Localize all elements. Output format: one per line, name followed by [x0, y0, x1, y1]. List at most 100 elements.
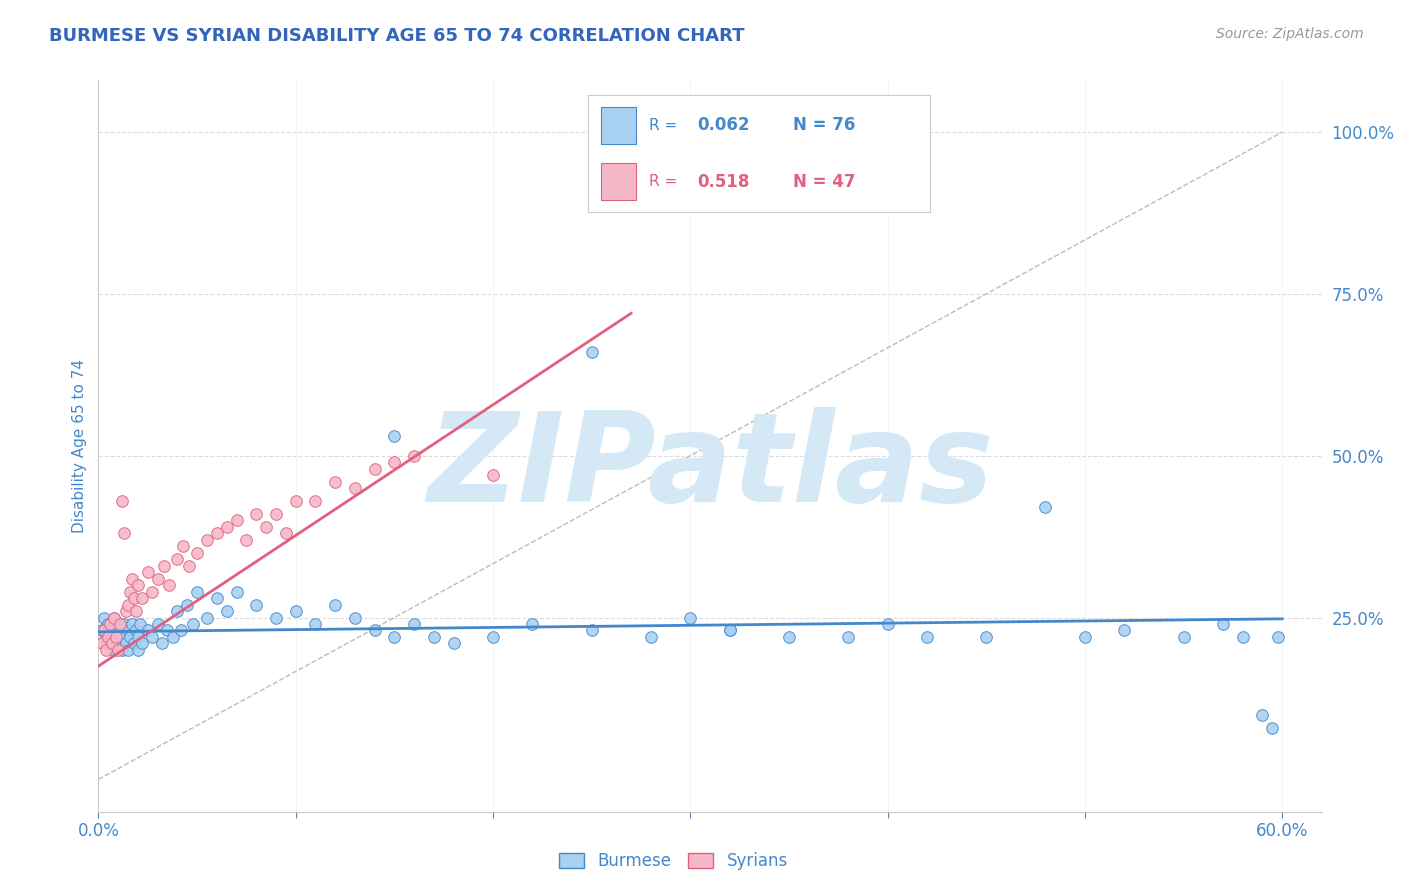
- Point: [225, 584, 247, 599]
- Point: [382, 630, 405, 644]
- Point: [141, 584, 163, 599]
- Point: [93, 624, 115, 638]
- Point: [103, 610, 125, 624]
- Point: [96, 643, 118, 657]
- Point: [131, 591, 153, 606]
- Point: [482, 630, 505, 644]
- Point: [117, 643, 139, 657]
- Point: [974, 630, 997, 644]
- Point: [443, 636, 465, 650]
- Text: ZIPatlas: ZIPatlas: [427, 408, 993, 528]
- Point: [107, 636, 129, 650]
- Text: BURMESE VS SYRIAN DISABILITY AGE 65 TO 74 CORRELATION CHART: BURMESE VS SYRIAN DISABILITY AGE 65 TO 7…: [49, 27, 745, 45]
- Point: [264, 507, 287, 521]
- Point: [205, 526, 228, 541]
- Point: [107, 643, 129, 657]
- Point: [215, 604, 238, 618]
- Point: [404, 449, 426, 463]
- Point: [382, 429, 405, 443]
- Point: [284, 494, 307, 508]
- Point: [150, 636, 173, 650]
- Point: [778, 630, 800, 644]
- Point: [93, 610, 115, 624]
- Point: [1251, 707, 1274, 722]
- Point: [404, 617, 426, 632]
- Point: [105, 624, 128, 638]
- Point: [876, 617, 898, 632]
- Point: [125, 604, 148, 618]
- Point: [115, 604, 138, 618]
- Point: [186, 546, 208, 560]
- Point: [117, 598, 139, 612]
- Point: [91, 636, 114, 650]
- Point: [323, 475, 346, 489]
- Point: [186, 584, 208, 599]
- Point: [103, 610, 125, 624]
- Point: [146, 572, 169, 586]
- Point: [111, 630, 134, 644]
- Point: [107, 617, 129, 632]
- Point: [837, 630, 859, 644]
- Point: [581, 624, 603, 638]
- Point: [103, 643, 125, 657]
- Point: [131, 636, 153, 650]
- Point: [1173, 630, 1195, 644]
- Point: [127, 630, 149, 644]
- Point: [423, 630, 446, 644]
- Point: [166, 604, 188, 618]
- Point: [205, 591, 228, 606]
- Point: [1232, 630, 1254, 644]
- Point: [122, 591, 145, 606]
- Point: [121, 572, 143, 586]
- Point: [215, 520, 238, 534]
- Point: [195, 610, 218, 624]
- Point: [112, 617, 135, 632]
- Point: [343, 481, 366, 495]
- Point: [363, 461, 385, 475]
- Point: [166, 552, 188, 566]
- Point: [156, 624, 179, 638]
- Point: [97, 636, 120, 650]
- Point: [1074, 630, 1097, 644]
- Y-axis label: Disability Age 65 to 74: Disability Age 65 to 74: [72, 359, 87, 533]
- Point: [382, 455, 405, 469]
- Point: [98, 624, 121, 638]
- Point: [195, 533, 218, 547]
- Point: [304, 617, 326, 632]
- Point: [363, 624, 385, 638]
- Point: [141, 630, 163, 644]
- Point: [1114, 624, 1136, 638]
- Point: [170, 624, 193, 638]
- Point: [1261, 721, 1284, 735]
- Point: [640, 630, 662, 644]
- Legend: Burmese, Syrians: Burmese, Syrians: [553, 846, 794, 877]
- Point: [97, 630, 120, 644]
- Point: [343, 610, 366, 624]
- Point: [162, 630, 184, 644]
- Point: [274, 526, 297, 541]
- Point: [121, 617, 143, 632]
- Point: [718, 624, 741, 638]
- Point: [522, 617, 544, 632]
- Point: [128, 617, 150, 632]
- Point: [159, 578, 181, 592]
- Point: [620, 177, 643, 191]
- Point: [108, 617, 131, 632]
- Point: [136, 624, 159, 638]
- Point: [679, 610, 702, 624]
- Point: [105, 630, 128, 644]
- Point: [96, 630, 118, 644]
- Point: [127, 578, 149, 592]
- Point: [97, 617, 120, 632]
- Point: [482, 468, 505, 483]
- Point: [581, 345, 603, 359]
- Point: [1267, 630, 1289, 644]
- Point: [125, 624, 148, 638]
- Point: [225, 513, 247, 527]
- Point: [101, 636, 124, 650]
- Point: [235, 533, 257, 547]
- Point: [254, 520, 277, 534]
- Point: [284, 604, 307, 618]
- Point: [245, 598, 267, 612]
- Point: [117, 624, 139, 638]
